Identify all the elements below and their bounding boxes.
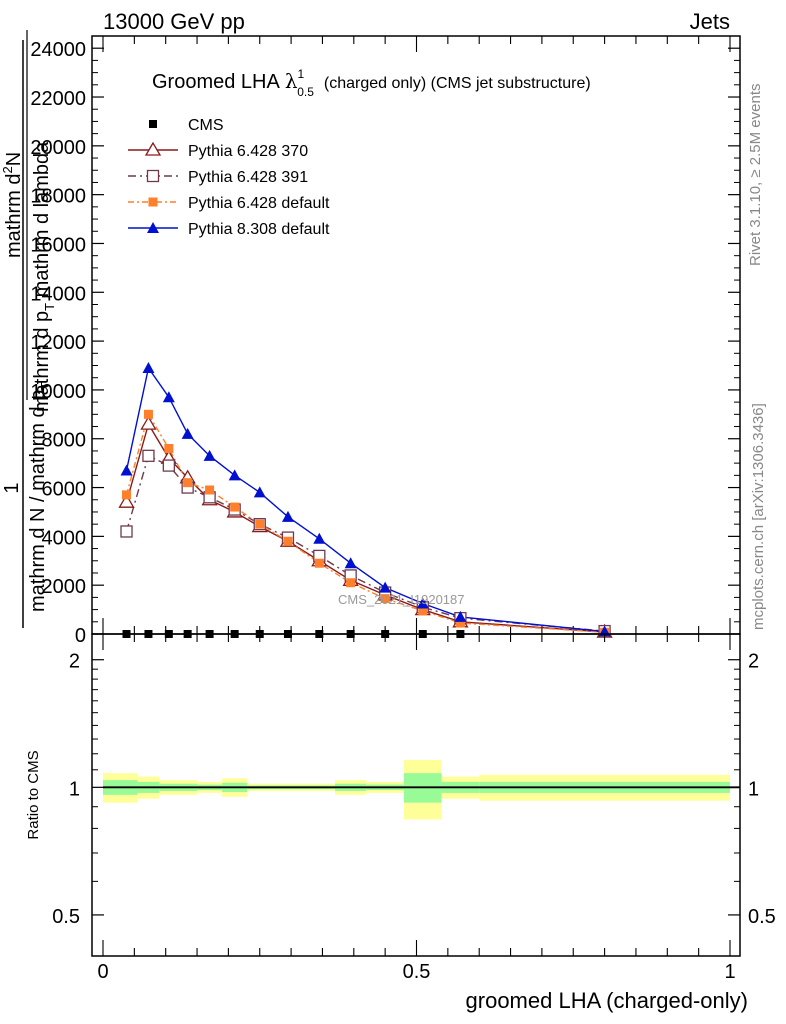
main-ytick-label: 6000	[42, 479, 87, 501]
ratio-xtick-label: 0.5	[403, 961, 431, 983]
rivet-version-label: Rivet 3.1.10, ≥ 2.5M events	[747, 84, 764, 267]
point-p8	[281, 510, 294, 522]
main-ytick-label: 0	[75, 625, 86, 647]
point-p8	[313, 532, 326, 544]
point-p391	[120, 525, 133, 538]
point-p8	[416, 597, 429, 609]
point-p8	[228, 469, 241, 481]
ratio-xlabel: groomed LHA (charged-only)	[466, 988, 748, 1013]
point-p391	[162, 459, 175, 472]
main-ytick-label: 10000	[30, 381, 86, 403]
ratio-ylabel: Ratio to CMS	[25, 750, 42, 839]
legend-marker-p391	[146, 169, 160, 183]
legend-title-suffix: (charged only) (CMS jet substructure)	[324, 75, 591, 92]
mcplots-label: mcplots.cern.ch [arXiv:1306.3436]	[750, 403, 767, 630]
ylabel-line1-sup: 2	[0, 166, 15, 173]
series-line-p8	[125, 366, 605, 633]
ylabel-line1-rest: N	[3, 152, 25, 166]
ylabel-den-text: mathrm d N / mathrm d p	[27, 390, 49, 612]
point-pdef	[255, 519, 265, 529]
ratio-ytick-label: 1	[69, 778, 80, 800]
legend-title-sub: 0.5	[297, 85, 314, 99]
header-left: 13000 GeV pp	[103, 9, 245, 34]
main-ytick-label: 2000	[42, 576, 87, 598]
point-pdef	[346, 578, 356, 588]
ratio-ytick-label: 0.5	[52, 906, 80, 928]
legend-label-cms: CMS	[188, 117, 224, 134]
legend-label-p370: Pythia 6.428 370	[188, 143, 308, 160]
legend: Groomed LHA λ1 0.5 (charged only) (CMS jet …	[128, 67, 591, 238]
point-p8	[120, 464, 133, 476]
main-ytick-label: 8000	[42, 430, 87, 452]
legend-entries: CMS Pythia 6.428 370 Pythia 6.428 391 Pythi…	[128, 117, 330, 238]
legend-marker-pdef	[148, 197, 158, 207]
legend-label-pdef: Pythia 6.428 default	[188, 195, 330, 212]
point-pdef	[122, 490, 132, 500]
ylabel-line2-sub: T	[42, 303, 57, 311]
ylabel-frac-numerator: 1	[1, 482, 23, 493]
main-y-axis: 0 2000 4000 6000 8000 10000 12000 14000 16000 180…	[30, 39, 740, 647]
point-p370	[140, 415, 157, 430]
point-p8	[379, 581, 392, 593]
point-p8	[344, 557, 357, 569]
analysis-watermark: CMS_2021_I1920187	[338, 592, 465, 607]
header-right: Jets	[690, 9, 730, 34]
point-p8	[203, 449, 216, 461]
main-ytick-label: 16000	[30, 234, 86, 256]
legend-title-prefix: Groomed LHA	[152, 71, 280, 93]
legend-title: Groomed LHA λ1 0.5 (charged only) (CMS jet …	[152, 67, 591, 99]
ratio-ytick-label: 2	[69, 651, 80, 673]
series-line-pdef	[125, 412, 605, 633]
ratio-xtick-label: 1	[724, 961, 735, 983]
point-p8	[454, 610, 467, 622]
main-ytick-label: 4000	[42, 527, 87, 549]
ratio-x-axis: 0 0.5 1	[97, 634, 736, 983]
main-ytick-label: 12000	[30, 332, 86, 354]
legend-label-p391: Pythia 6.428 391	[188, 169, 308, 186]
point-pdef	[380, 594, 390, 604]
point-p8	[162, 391, 175, 403]
legend-label-p8: Pythia 8.308 default	[188, 221, 330, 238]
main-ytick-label: 20000	[30, 137, 86, 159]
ylabel-line1: mathrm d	[3, 174, 25, 258]
point-pdef	[183, 478, 193, 488]
main-ytick-label: 22000	[30, 88, 86, 110]
point-pdef	[314, 558, 324, 568]
ylabel-frac-denominator: mathrm d N / mathrm d pT	[27, 382, 53, 612]
legend-marker-p370	[144, 141, 162, 156]
main-ytick-label: 14000	[30, 283, 86, 305]
main-ytick-label: 24000	[30, 39, 86, 61]
ylabel-inner-denominator: mathrm d pT mathrm d lambda	[31, 141, 57, 412]
point-pdef	[164, 443, 174, 453]
point-p370	[118, 493, 135, 508]
point-pdef	[205, 485, 215, 495]
point-pdef	[143, 409, 153, 419]
ratio-ytick-label-right: 1	[748, 778, 759, 800]
ylabel-line2-rest: mathrm d lambda	[31, 141, 53, 303]
ratio-y-axis: 0.5 0.5 1 1 2 2	[52, 651, 776, 928]
point-pdef	[283, 536, 293, 546]
ylabel-line2: mathrm d p	[31, 311, 53, 412]
ratio-ytick-label-right: 2	[748, 651, 759, 673]
legend-title-symbol: λ	[285, 69, 298, 93]
main-ytick-label: 18000	[30, 186, 86, 208]
ylabel-inner-numerator: mathrm d2N	[0, 152, 25, 258]
point-p391	[142, 449, 155, 462]
point-p8	[181, 427, 194, 439]
ylabel-den-sub: T	[38, 382, 53, 390]
ratio-panel: 0.5 0.51 12 2 0 0.5 1 Ratio to CMS groomed LH…	[25, 633, 776, 1013]
ratio-ytick-label-right: 0.5	[748, 906, 776, 928]
legend-marker-p8	[147, 222, 159, 233]
point-pdef	[230, 502, 240, 512]
legend-title-sup: 1	[298, 67, 305, 81]
ratio-xtick-label: 0	[97, 961, 108, 983]
upper-ylabel: 1 mathrm d N / mathrm d pT mathrm d2N ma…	[0, 30, 57, 628]
point-p8	[142, 361, 155, 373]
legend-marker-cms	[149, 120, 157, 128]
point-pdef	[455, 618, 465, 628]
point-pdef	[418, 606, 428, 616]
point-p8	[253, 486, 266, 498]
